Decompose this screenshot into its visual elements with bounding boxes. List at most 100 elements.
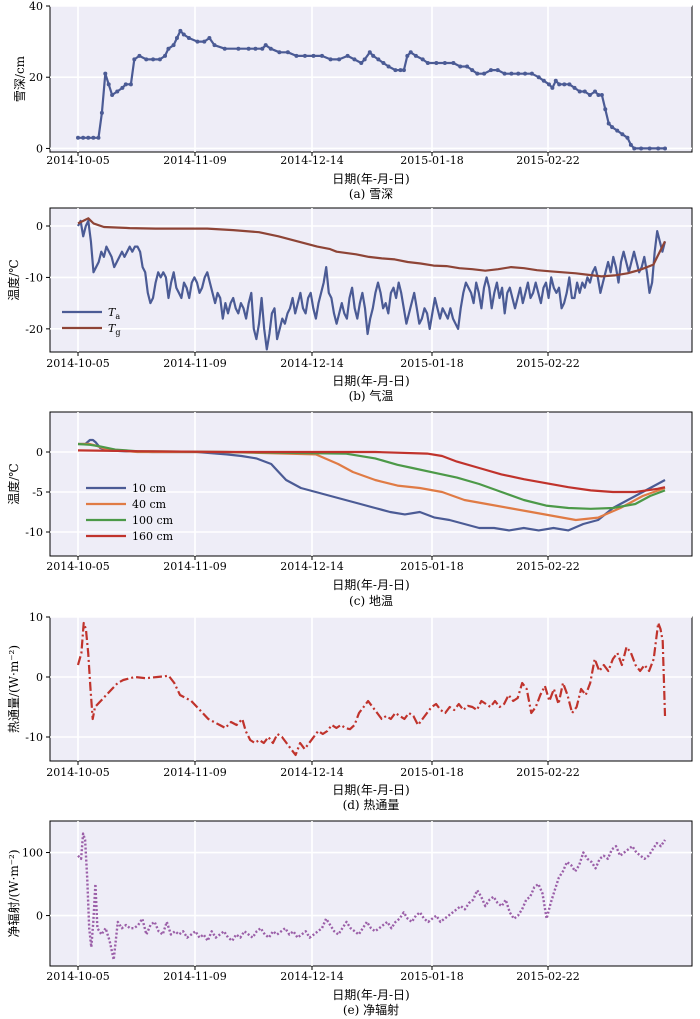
x-tick-label: 2014-12-14: [280, 970, 343, 983]
x-tick-label: 2015-02-22: [516, 357, 579, 370]
y-axis-label: 雪深/cm: [13, 55, 27, 102]
x-tick-label: 2015-01-18: [400, 970, 463, 983]
data-point: [599, 93, 604, 98]
data-point: [337, 57, 342, 62]
data-point: [253, 46, 258, 51]
data-point: [132, 57, 137, 62]
data-point: [91, 135, 96, 140]
data-point: [207, 36, 212, 41]
data-point: [268, 46, 273, 51]
data-point: [628, 142, 633, 147]
data-point: [562, 82, 567, 87]
data-point: [277, 50, 282, 55]
data-point: [166, 46, 171, 51]
data-point: [137, 53, 142, 58]
data-point: [546, 82, 551, 87]
data-point: [222, 46, 227, 51]
y-axis-label: 温度/℃: [6, 463, 21, 504]
y-tick-label: 100: [22, 847, 43, 860]
y-tick-label: -5: [32, 486, 43, 499]
y-tick-label: 0: [36, 446, 43, 459]
data-point: [178, 28, 183, 33]
data-point: [151, 57, 156, 62]
data-point: [615, 128, 620, 133]
data-point: [523, 71, 528, 76]
data-point: [442, 60, 447, 65]
data-point: [401, 68, 406, 73]
y-tick-label: -10: [25, 526, 43, 539]
x-tick-label: 2014-10-05: [46, 154, 109, 167]
x-axis-label: 日期(年-月-日): [332, 374, 409, 388]
data-point: [606, 121, 611, 126]
x-tick-label: 2015-02-22: [516, 970, 579, 983]
data-point: [99, 110, 104, 115]
x-tick-label: 2015-01-18: [400, 766, 463, 779]
data-point: [393, 68, 398, 73]
data-point: [376, 57, 381, 62]
data-point: [425, 60, 430, 65]
y-tick-label: 40: [29, 0, 43, 13]
x-tick-label: 2015-02-22: [516, 766, 579, 779]
x-tick-label: 2015-01-18: [400, 357, 463, 370]
x-tick-label: 2014-12-14: [280, 357, 343, 370]
data-point: [451, 60, 456, 65]
data-point: [470, 68, 475, 73]
y-axis-label: 热通量/(W·m⁻²): [7, 645, 21, 733]
data-point: [163, 53, 168, 58]
series-line-0: [76, 621, 667, 757]
plot-area: [49, 616, 693, 762]
data-point: [572, 85, 577, 90]
x-axis-label: 日期(年-月-日): [332, 988, 409, 1002]
panel-snow: 2014-10-05 2014-11-09 2014-12-14 2015-01-18…: [13, 0, 693, 201]
data-point: [408, 50, 413, 55]
data-point: [656, 146, 661, 151]
data-point: [181, 32, 186, 37]
panel-caption: (e) 净辐射: [343, 1002, 399, 1017]
data-point: [413, 53, 418, 58]
x-tick-label: 2015-01-18: [400, 560, 463, 573]
panel-caption: (d) 热通量: [343, 798, 400, 812]
legend-label: 10 cm: [132, 482, 167, 495]
data-point: [475, 71, 480, 76]
x-tick-label: 2014-11-09: [163, 357, 226, 370]
data-point: [386, 64, 391, 69]
data-point: [663, 146, 667, 151]
data-point: [550, 85, 555, 90]
data-point: [567, 82, 572, 87]
y-axis-label: 净辐射/(W·m⁻²): [6, 849, 21, 937]
y-tick-label: 0: [36, 910, 43, 923]
data-point: [96, 135, 101, 140]
y-tick-label: -10: [25, 731, 43, 744]
x-tick-label: 2014-11-09: [163, 970, 226, 983]
series-line-Tg: [77, 217, 666, 278]
data-point: [115, 89, 120, 94]
x-axis-label: 日期(年-月-日): [332, 783, 409, 797]
legend-label: 100 cm: [132, 514, 174, 527]
legend: 10 cm 40 cm 100 cm 160 cm: [86, 482, 174, 543]
panel-rad: 2014-10-05 2014-11-09 2014-12-14 2015-01-18…: [6, 820, 693, 1017]
data-point: [320, 53, 325, 58]
data-point: [328, 57, 333, 62]
y-tick-label: 0: [36, 220, 43, 233]
data-point: [620, 132, 625, 137]
data-point: [263, 43, 268, 48]
data-point: [639, 146, 644, 151]
data-point: [557, 82, 562, 87]
data-point: [420, 57, 425, 62]
data-point: [174, 36, 179, 41]
data-point: [157, 57, 162, 62]
data-point: [186, 36, 191, 41]
data-point: [553, 78, 558, 83]
y-tick-label: 10: [29, 611, 43, 624]
x-tick-label: 2014-11-09: [163, 560, 226, 573]
data-point: [647, 146, 652, 151]
y-tick-label: 0: [36, 142, 43, 155]
x-axis-label: 日期(年-月-日): [332, 172, 409, 186]
data-point: [405, 53, 410, 58]
data-point: [632, 146, 637, 151]
x-axis-label: 日期(年-月-日): [332, 578, 409, 592]
data-point: [482, 71, 487, 76]
x-tick-label: 2014-11-09: [163, 154, 226, 167]
data-point: [398, 68, 403, 73]
